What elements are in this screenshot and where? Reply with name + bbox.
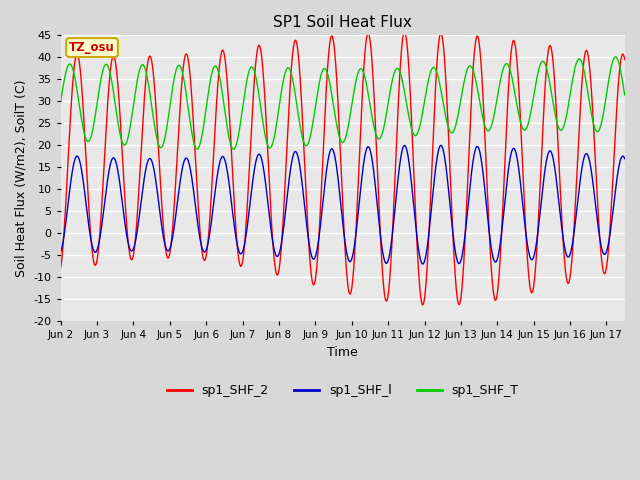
- Legend: sp1_SHF_2, sp1_SHF_l, sp1_SHF_T: sp1_SHF_2, sp1_SHF_l, sp1_SHF_T: [162, 379, 524, 402]
- X-axis label: Time: Time: [327, 346, 358, 359]
- Y-axis label: Soil Heat Flux (W/m2), SoilT (C): Soil Heat Flux (W/m2), SoilT (C): [15, 80, 28, 277]
- Text: TZ_osu: TZ_osu: [69, 41, 115, 54]
- Title: SP1 Soil Heat Flux: SP1 Soil Heat Flux: [273, 15, 412, 30]
